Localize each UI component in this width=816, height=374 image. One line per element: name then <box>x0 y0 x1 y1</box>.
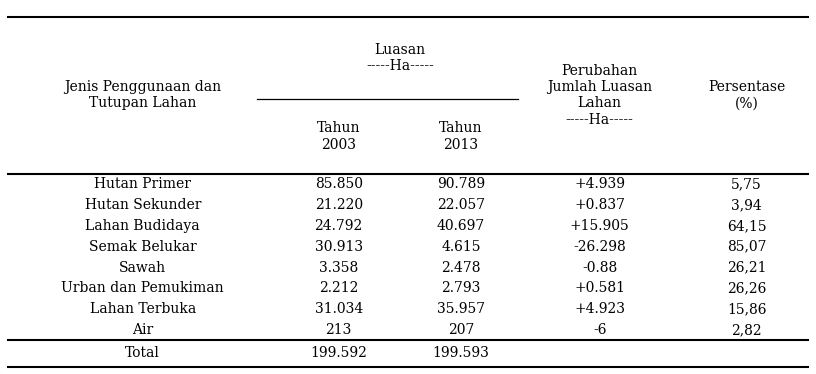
Text: -0.88: -0.88 <box>582 261 618 275</box>
Text: +0.837: +0.837 <box>574 198 625 212</box>
Text: Perubahan
Jumlah Luasan
Lahan
-----Ha-----: Perubahan Jumlah Luasan Lahan -----Ha---… <box>548 64 652 127</box>
Text: Lahan Terbuka: Lahan Terbuka <box>90 302 196 316</box>
Text: 207: 207 <box>448 323 474 337</box>
Text: 31.034: 31.034 <box>314 302 363 316</box>
Text: Tahun
2003: Tahun 2003 <box>317 122 361 151</box>
Text: 2,82: 2,82 <box>731 323 762 337</box>
Text: 21.220: 21.220 <box>315 198 362 212</box>
Text: +4.923: +4.923 <box>574 302 625 316</box>
Text: Lahan Budidaya: Lahan Budidaya <box>86 219 200 233</box>
Text: +4.939: +4.939 <box>574 177 625 191</box>
Text: 26,21: 26,21 <box>727 261 766 275</box>
Text: Luasan
-----Ha-----: Luasan -----Ha----- <box>366 43 434 73</box>
Text: Hutan Primer: Hutan Primer <box>95 177 191 191</box>
Text: 30.913: 30.913 <box>315 240 362 254</box>
Text: 22.057: 22.057 <box>437 198 485 212</box>
Text: 85,07: 85,07 <box>727 240 766 254</box>
Text: Urban dan Pemukiman: Urban dan Pemukiman <box>61 281 224 295</box>
Text: 3.358: 3.358 <box>319 261 358 275</box>
Text: 213: 213 <box>326 323 352 337</box>
Text: +0.581: +0.581 <box>574 281 625 295</box>
Text: 26,26: 26,26 <box>727 281 766 295</box>
Text: 15,86: 15,86 <box>727 302 766 316</box>
Text: 35.957: 35.957 <box>437 302 485 316</box>
Text: 3,94: 3,94 <box>731 198 762 212</box>
Text: Total: Total <box>126 346 160 361</box>
Text: Persentase
(%): Persentase (%) <box>708 80 785 110</box>
Text: 2.478: 2.478 <box>441 261 481 275</box>
Text: 2.212: 2.212 <box>319 281 358 295</box>
Text: Jenis Penggunaan dan
Tutupan Lahan: Jenis Penggunaan dan Tutupan Lahan <box>64 80 221 110</box>
Text: 199.592: 199.592 <box>310 346 367 361</box>
Text: 40.697: 40.697 <box>437 219 486 233</box>
Text: +15.905: +15.905 <box>570 219 630 233</box>
Text: 199.593: 199.593 <box>432 346 490 361</box>
Text: Semak Belukar: Semak Belukar <box>89 240 197 254</box>
Text: 85.850: 85.850 <box>315 177 362 191</box>
Text: Hutan Sekunder: Hutan Sekunder <box>85 198 201 212</box>
Text: 2.793: 2.793 <box>441 281 481 295</box>
Text: 4.615: 4.615 <box>441 240 481 254</box>
Text: Sawah: Sawah <box>119 261 166 275</box>
Text: -6: -6 <box>593 323 606 337</box>
Text: -26.298: -26.298 <box>574 240 626 254</box>
Text: 64,15: 64,15 <box>727 219 766 233</box>
Text: Tahun
2013: Tahun 2013 <box>439 122 483 151</box>
Text: 90.789: 90.789 <box>437 177 485 191</box>
Text: 24.792: 24.792 <box>314 219 363 233</box>
Text: Air: Air <box>132 323 153 337</box>
Text: 5,75: 5,75 <box>731 177 762 191</box>
